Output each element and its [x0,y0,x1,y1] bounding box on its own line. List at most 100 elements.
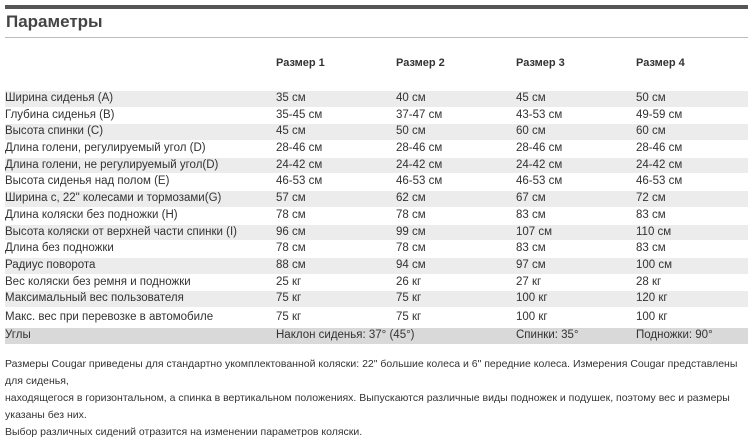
cell: 99 см [396,225,426,238]
table-row: Глубина сиденья (B) 35-45 см 37-47 см 43-53… [5,108,748,125]
cell: 107 см [516,225,553,238]
cell: 120 кг [636,292,668,305]
cell: 78 см [276,208,306,221]
table-row: Вес коляски без ремня и подножки 25 кг 26 … [5,275,748,292]
cell: Длина голени, регулируемый угол (D) [5,142,206,155]
cell: 75 кг [276,310,302,323]
cell: 50 см [636,92,666,104]
cell: 75 кг [396,292,422,305]
footnote-line: Размеры Cougar приведены для стандартно … [5,358,738,387]
cell: 25 кг [276,275,302,288]
cell: Длина коляски без подножки (H) [5,208,178,221]
table-row: Длина без подножки 78 см 78 см 83 см 83 см [5,241,748,258]
cell: 45 см [276,125,306,138]
cell: 67 см [516,192,546,205]
cell: 78 см [396,208,426,221]
cell: 45 см [516,92,546,104]
cell: 75 кг [396,310,422,323]
table-row: Ширина с, 22" колесами и тормозами(G) 57 … [5,191,748,208]
table-row: Длина голени, не регулируемый угол(D) 24-… [5,157,748,175]
footnote-line: Выбор различных сидений отразится на изм… [5,426,363,438]
column-header: Размер 2 [396,57,445,69]
footnote-line: находящегося в горизонтальном, а спинка … [5,392,730,421]
cell: 28-46 см [396,142,443,155]
cell: 97 см [516,258,546,271]
cell: 24-42 см [516,158,563,171]
cell: Углы [5,328,31,341]
cell: Высота коляски от верхней части спинки (… [5,225,237,238]
cell: Спинки: 35° [516,328,579,341]
cell: 78 см [396,242,426,255]
header-row: Размер 1 Размер 2 Размер 3 Размер 4 [5,56,748,75]
column-header: Размер 4 [636,57,685,69]
cell: Ширина сиденья (A) [5,92,114,104]
cell: 24-42 см [276,158,323,171]
cell: 94 см [396,258,426,271]
cell: Максимальный вес пользователя [5,292,184,305]
column-header: Размер 3 [516,57,565,69]
cell: 83 см [636,208,666,221]
cell: 35-45 см [276,108,323,121]
column-header: Размер 1 [276,57,325,69]
cell: 75 кг [276,292,302,305]
cell: 49-59 см [636,108,683,121]
cell: 28-46 см [516,142,563,155]
title: Параметры [6,12,103,31]
cell: 46-53 см [396,175,443,188]
cell: 26 кг [396,275,422,288]
cell: 72 см [636,192,666,205]
page: Параметры Размер 1 Размер 2 Размер 3 Размер… [5,5,748,438]
table-row: Высота сиденья над полом (E) 46-53 см 46-5… [5,174,748,192]
cell: 100 кг [516,292,548,305]
cell: 46-53 см [276,175,323,188]
cell: 37-47 см [396,108,443,121]
cell: 110 см [636,225,672,238]
cell: 83 см [636,242,666,255]
cell: 50 см [396,125,426,138]
table-row: Высота спинки (C) 45 см 50 см 60 см 60 см [5,124,748,142]
cell: 83 см [516,208,546,221]
cell: Длина без подножки [5,242,114,255]
table-row: Максимальный вес пользователя 75 кг 75 кг 1… [5,291,748,308]
cell: 43-53 см [516,108,563,121]
table-row: Длина голени, регулируемый угол (D) 28-46… [5,141,748,158]
table-row: Длина коляски без подножки (H) 78 см 78 см… [5,208,748,225]
cell: 46-53 см [516,175,563,188]
angles-row: Углы Наклон сиденья: 37° (45°) Спинки: 35°… [5,327,748,345]
footnote: Размеры Cougar приведены для стандартно … [5,356,751,441]
cell: 88 см [276,258,306,271]
cell: 24-42 см [636,158,683,171]
cell: 100 см [636,258,673,271]
cell: 62 см [396,192,426,205]
cell: 100 кг [516,310,548,323]
cell: Глубина сиденья (B) [5,108,115,121]
cell: Макс. вес при перевозке в автомобиле [5,310,214,323]
cell: Высота сиденья над полом (E) [5,175,170,188]
cell: 60 см [516,125,546,138]
cell: 46-53 см [636,175,683,188]
cell: 57 см [276,192,306,205]
cell: 96 см [276,225,306,238]
table-row: Радиус поворота 88 см 94 см 97 см 100 см [5,257,748,275]
top-bar [5,5,748,9]
cell: 27 кг [516,275,542,288]
cell: 24-42 см [396,158,443,171]
table: Размер 1 Размер 2 Размер 3 Размер 4 Ширина с… [5,56,748,345]
table-row: Высота коляски от верхней части спинки (… [5,224,748,242]
table-row: Макс. вес при перевозке в автомобиле 75 к… [5,308,748,328]
cell: Длина голени, не регулируемый угол(D) [5,158,219,171]
cell: Наклон сиденья: 37° (45°) [276,328,415,341]
cell: 83 см [516,242,546,255]
cell: 28-46 см [636,142,683,155]
divider [5,37,748,38]
cell: Радиус поворота [5,258,96,271]
cell: Вес коляски без ремня и подножки [5,275,191,288]
cell: Подножки: 90° [636,328,713,341]
cell: 35 см [276,92,306,104]
cell: Ширина с, 22" колесами и тормозами(G) [5,192,222,205]
cell: 28 кг [636,275,662,288]
cell: Высота спинки (C) [5,125,104,138]
cell: 78 см [276,242,306,255]
cell: 28-46 см [276,142,323,155]
table-row: Ширина сиденья (A) 35 см 40 см 45 см 50 см [5,91,748,108]
